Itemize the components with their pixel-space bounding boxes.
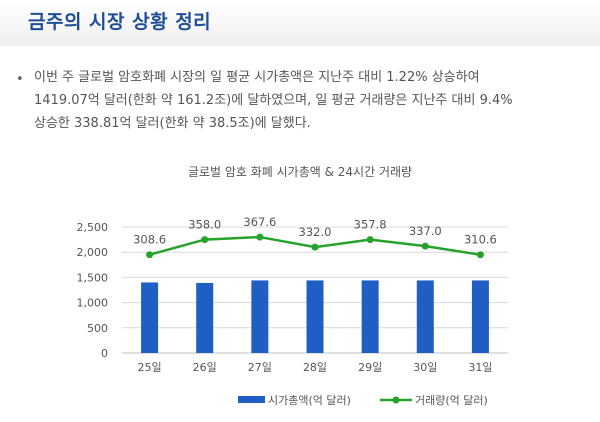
volume-point — [201, 236, 209, 244]
market-cap-bar — [471, 280, 489, 353]
volume-point — [311, 243, 319, 251]
market-cap-bar — [306, 280, 324, 353]
summary-line: 1419.07억 달러(한화 약 161.2조)에 달하였으며, 일 평균 거래… — [34, 93, 513, 108]
y-tick-label: 2,000 — [77, 246, 109, 259]
market-cap-bar — [361, 280, 379, 353]
summary-line: 이번 주 글로벌 암호화폐 시장의 일 평균 시가총액은 지난주 대비 1.22… — [34, 70, 480, 85]
volume-data-label: 367.6 — [243, 215, 276, 229]
chart-title: 글로벌 암호 화폐 시가총액 & 24시간 거래량 — [188, 165, 412, 179]
volume-data-label: 308.6 — [133, 233, 166, 247]
legend-bar-swatch — [238, 396, 265, 403]
volume-data-label: 358.0 — [188, 218, 221, 232]
volume-data-label: 357.8 — [354, 218, 387, 232]
header-bar: 금주의 시장 상황 정리 — [0, 0, 600, 46]
summary-line: 상승한 338.81억 달러(한화 약 38.5조)에 달했다. — [34, 116, 311, 131]
x-tick-label: 26일 — [193, 360, 217, 374]
y-tick-label: 500 — [87, 322, 108, 335]
volume-data-label: 332.0 — [299, 225, 332, 239]
y-tick-label: 1,000 — [77, 297, 109, 310]
market-cap-bar — [251, 280, 269, 353]
y-tick-label: 0 — [101, 347, 108, 360]
market-cap-bar — [196, 282, 214, 353]
x-tick-label: 28일 — [303, 360, 327, 374]
x-tick-label: 27일 — [248, 360, 272, 374]
x-tick-label: 30일 — [413, 360, 437, 374]
y-tick-label: 1,500 — [77, 271, 109, 284]
volume-point — [366, 236, 374, 244]
legend-line-marker — [392, 396, 400, 404]
legend-line-label: 거래량(억 달러) — [415, 394, 488, 407]
volume-point — [256, 233, 264, 241]
market-cap-bar — [141, 282, 159, 353]
page-title: 금주의 시장 상황 정리 — [28, 11, 212, 33]
volume-point — [421, 242, 429, 250]
x-tick-label: 31일 — [468, 360, 492, 374]
volume-point — [476, 251, 484, 259]
volume-data-label: 337.0 — [409, 224, 442, 238]
volume-point — [146, 251, 154, 259]
bullet-marker: • — [16, 72, 24, 87]
summary-paragraph: 이번 주 글로벌 암호화폐 시장의 일 평균 시가총액은 지난주 대비 1.22… — [34, 66, 592, 135]
volume-data-label: 310.6 — [464, 233, 497, 247]
x-tick-label: 25일 — [138, 360, 162, 374]
combo-chart: 글로벌 암호 화폐 시가총액 & 24시간 거래량 0 500 1,000 1,500 2… — [77, 165, 508, 407]
legend-bar-label: 시가총액(억 달러) — [268, 394, 351, 407]
market-cap-bar — [416, 280, 434, 353]
x-tick-label: 29일 — [358, 360, 382, 374]
y-tick-label: 2,500 — [77, 221, 109, 234]
